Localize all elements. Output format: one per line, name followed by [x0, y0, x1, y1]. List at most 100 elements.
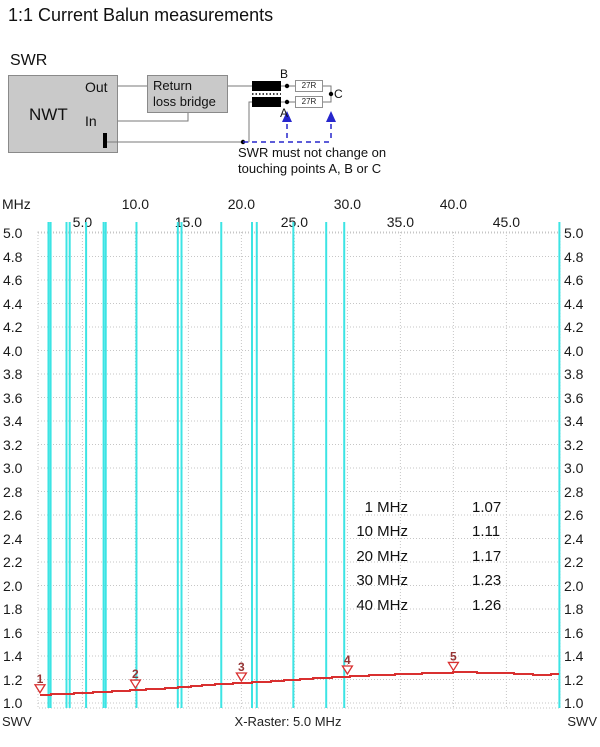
- y-tick-label-right: 2.0: [564, 577, 584, 594]
- y-tick-label-left: 2.6: [3, 507, 23, 523]
- y-tick-label-right: 4.6: [564, 272, 584, 288]
- reading-frequency: 20 MHz: [356, 547, 408, 565]
- nwt-out-port-label: Out: [85, 79, 108, 95]
- y-tick-label-left: 1.0: [3, 695, 23, 711]
- y-tick-label-right: 3.2: [564, 436, 584, 453]
- marker-label: 1: [37, 672, 44, 686]
- marker-label: 3: [238, 660, 245, 674]
- reading-frequency: 10 MHz: [356, 523, 408, 541]
- y-tick-label-right: 2.2: [564, 554, 584, 570]
- y-tick-label-right: 2.8: [564, 483, 584, 500]
- reading-value: 1.17: [472, 547, 502, 565]
- y-tick-label-left: 3.6: [3, 389, 23, 406]
- y-tick-label-left: 1.6: [3, 624, 23, 641]
- y-tick-label-right: 2.6: [564, 507, 584, 523]
- reading-value: 1.07: [472, 498, 502, 516]
- wire-resistor-bottom-to-c: [323, 96, 332, 103]
- y-tick-label-right: 4.0: [564, 342, 584, 359]
- y-tick-label-left: 2.0: [3, 577, 23, 594]
- y-tick-label-left: 2.2: [3, 554, 23, 570]
- reading-value: 1.26: [472, 596, 502, 614]
- reading-row: 30 MHz 1.23: [352, 569, 514, 594]
- return-loss-bridge-box: Return loss bridge: [147, 75, 228, 113]
- balun-core: [252, 81, 281, 107]
- x-tick-label: 45.0: [492, 214, 521, 230]
- swr-heading: SWR: [10, 52, 48, 69]
- y-tick-label-right: 2.4: [564, 530, 584, 547]
- y-tick-label-left: 4.0: [3, 342, 23, 359]
- y-tick-label-right: 1.4: [564, 648, 584, 664]
- x-tick-label: 25.0: [280, 214, 309, 230]
- nwt-box: NWT Out In: [8, 75, 118, 153]
- x-tick-label: 30.0: [333, 196, 362, 212]
- reading-frequency: 30 MHz: [356, 572, 408, 590]
- ground-terminal-bar: [103, 133, 107, 148]
- y-tick-label-left: 4.2: [3, 319, 23, 335]
- reading-row: 40 MHz 1.26: [352, 593, 514, 618]
- y-tick-label-right: 1.2: [564, 671, 584, 688]
- reading-value: 1.23: [472, 572, 502, 590]
- touch-note: SWR must not change on touching points A…: [238, 145, 386, 177]
- y-tick-label-left: 2.4: [3, 530, 23, 547]
- reading-value: 1.11: [472, 523, 501, 541]
- wire-bridge-to-in: [118, 113, 189, 122]
- y-tick-label-right: 5.0: [564, 225, 584, 241]
- swr-trace: [40, 671, 559, 696]
- nwt-device-label: NWT: [29, 105, 68, 124]
- marker-label: 2: [132, 667, 139, 681]
- y-tick-label-right: 1.8: [564, 601, 584, 617]
- point-b-label: B: [280, 67, 289, 81]
- y-tick-label-right: 3.4: [564, 413, 584, 429]
- marker-triangle: [33, 684, 47, 695]
- touch-note-line1: SWR must not change on: [238, 145, 387, 160]
- y-tick-label-left: 3.8: [3, 366, 23, 382]
- y-tick-label-right: 1.6: [564, 624, 584, 641]
- balun-winding-top: [252, 81, 281, 91]
- y-tick-label-left: 3.0: [3, 460, 23, 476]
- x-axis-unit-label: MHz: [2, 196, 31, 212]
- marker-triangle: [341, 665, 354, 676]
- wire-resistor-top-to-c: [323, 85, 332, 92]
- ground-junction-dot: [240, 139, 246, 145]
- x-tick-label: 20.0: [227, 196, 256, 212]
- point-c-label: C: [334, 87, 343, 101]
- wire-balun-to-ground: [248, 101, 252, 142]
- y-tick-label-left: 4.4: [3, 295, 23, 312]
- reading-frequency: 40 MHz: [356, 596, 408, 614]
- y-tick-label-left: 4.6: [3, 272, 23, 288]
- y-axis-title-left: SWV: [2, 714, 32, 729]
- marker-label: 5: [450, 649, 457, 663]
- y-axis-title-right: SWV: [567, 714, 597, 729]
- y-tick-label-left: 3.2: [3, 436, 23, 453]
- arrowhead-c: [326, 111, 336, 122]
- resistor-box-top: 27R: [295, 80, 323, 92]
- marker-triangle: [235, 672, 248, 683]
- marker-label: 4: [344, 653, 351, 667]
- y-tick-label-right: 4.4: [564, 295, 584, 312]
- page-title: 1:1 Current Balun measurements: [8, 5, 274, 25]
- y-tick-label-left: 1.4: [3, 648, 23, 664]
- touch-note-line2: touching points A, B or C: [238, 161, 382, 176]
- x-tick-label: 10.0: [121, 196, 150, 212]
- x-tick-label: 5.0: [72, 214, 93, 230]
- y-tick-label-left: 4.8: [3, 248, 23, 265]
- y-tick-label-right: 3.8: [564, 366, 584, 382]
- touch-arrows-dashed: [243, 123, 332, 143]
- chart-footer: SWV X-Raster: 5.0 MHz SWV: [0, 714, 600, 734]
- x-tick-label: 40.0: [439, 196, 468, 212]
- y-tick-label-right: 4.2: [564, 319, 584, 335]
- y-tick-label-left: 5.0: [3, 225, 23, 241]
- x-tick-label: 35.0: [386, 214, 415, 230]
- x-raster-label: X-Raster: 5.0 MHz: [234, 714, 342, 729]
- plot-area: 1 2 3 4 5: [33, 222, 561, 709]
- marker-triangle: [129, 679, 142, 690]
- point-a-dot: [284, 99, 290, 105]
- resistor-box-bottom: 27R: [295, 96, 323, 108]
- point-c-dot: [328, 91, 334, 97]
- touch-arrowheads: [282, 111, 336, 122]
- y-tick-label-left: 2.8: [3, 483, 23, 500]
- schematic: SWR NWT Out In Return loss bridge: [0, 50, 600, 190]
- bridge-label-line1: Return: [153, 78, 193, 93]
- reading-row: 1 MHz 1.07: [352, 495, 514, 520]
- resistor-bottom-label: 27R: [301, 97, 317, 106]
